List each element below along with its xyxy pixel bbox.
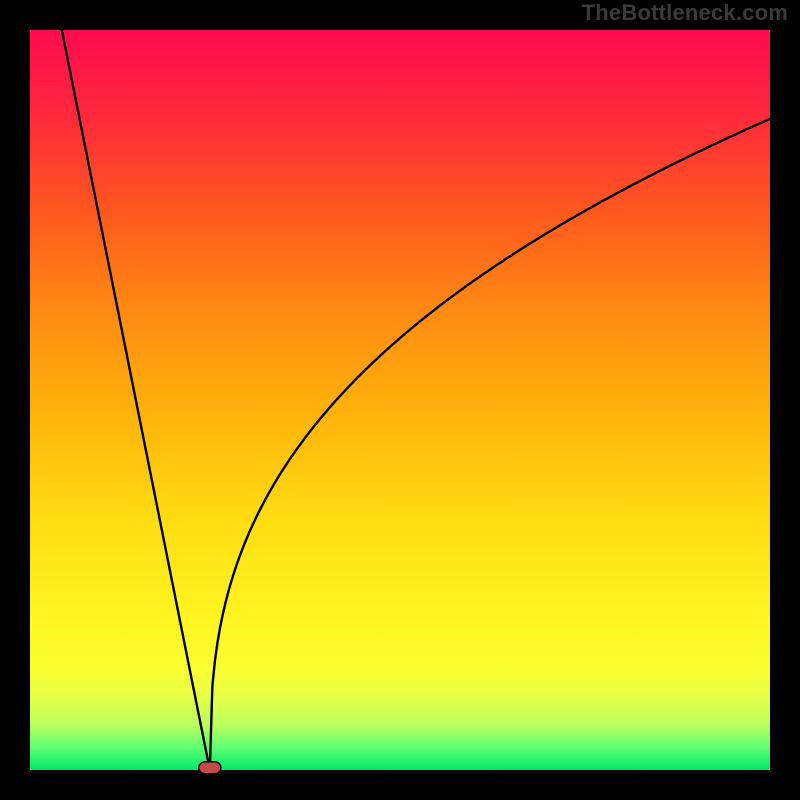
- chart-background-gradient: [30, 30, 770, 770]
- chart-svg: [0, 0, 800, 800]
- curve-minimum-marker: [199, 762, 221, 774]
- attribution-label: TheBottleneck.com: [582, 0, 788, 26]
- chart-canvas: TheBottleneck.com: [0, 0, 800, 800]
